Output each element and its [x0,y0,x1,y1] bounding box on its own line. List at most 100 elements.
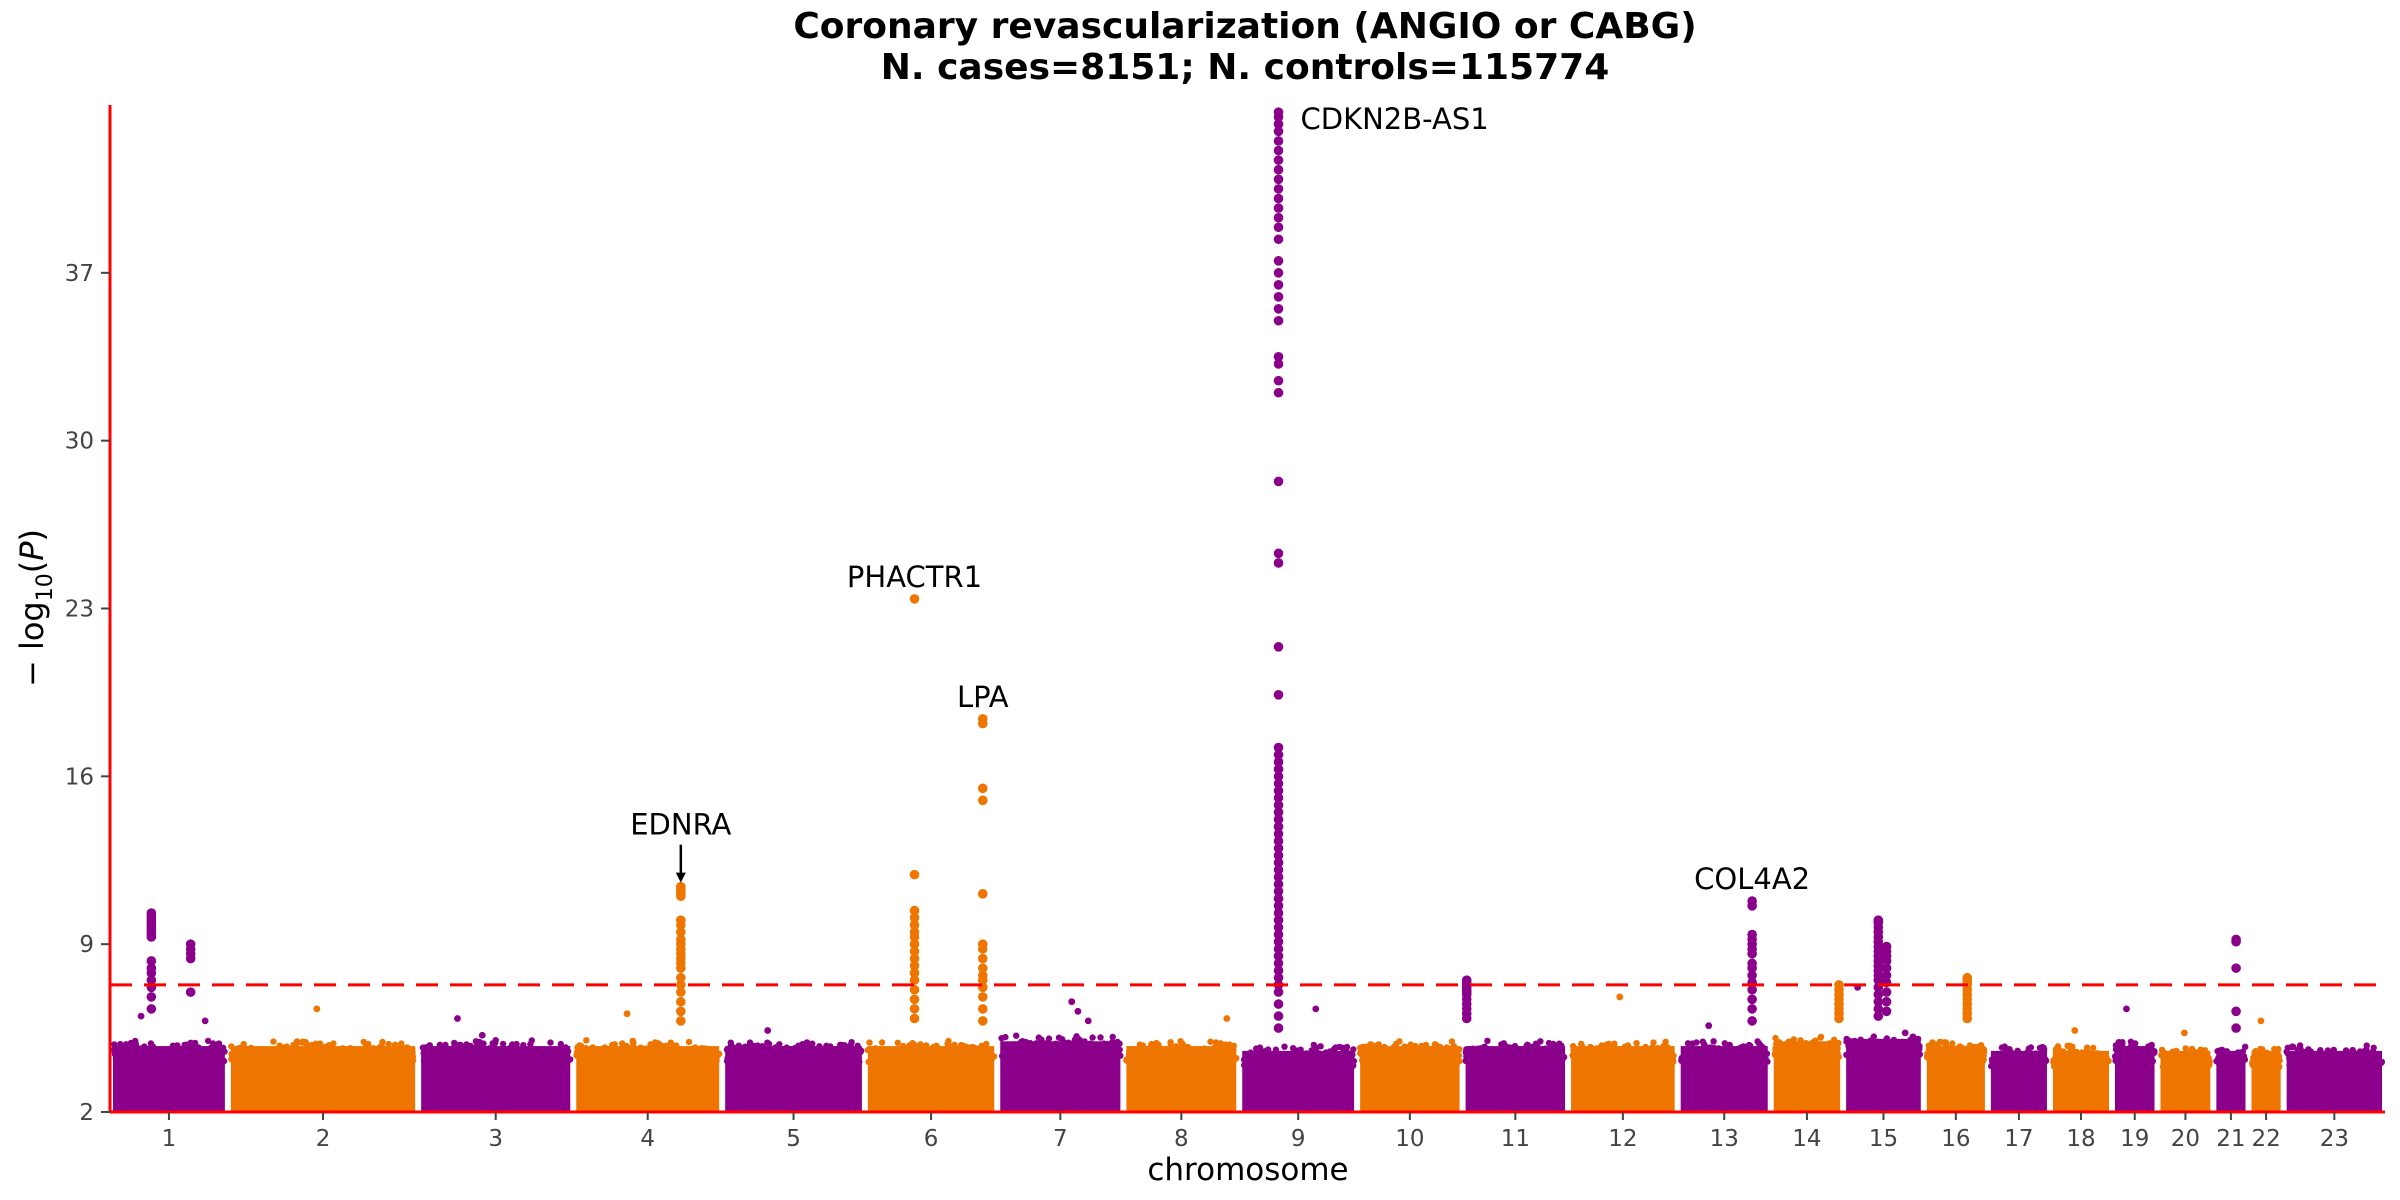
snp-point [1684,1040,1692,1047]
snp-point [1616,993,1624,1001]
snp-point [1273,999,1284,1009]
x-tick-label: 6 [924,1126,939,1152]
chromosome-band-18 [2050,1042,2112,1112]
snp-point [399,1044,406,1052]
snp-point [1812,1047,1819,1055]
snp-point [1109,1033,1116,1041]
snp-point [1934,1047,1941,1054]
snp-point [606,1055,613,1063]
snp-point [1343,1048,1350,1055]
snp-point [1974,1043,1981,1051]
snp-point [2145,1043,2152,1050]
gene-label: COL4A2 [1694,862,1810,896]
snp-point [1212,1043,1220,1051]
peak-chr9 [1273,107,1284,1033]
snp-point [2078,1059,2086,1067]
snp-point [1273,136,1284,146]
snp-point [1273,145,1284,156]
snp-point [1956,1043,1964,1050]
snp-point [1829,1039,1837,1046]
snp-point [560,1056,568,1064]
snp-point [1596,1044,1604,1052]
snp-point [2077,1050,2084,1057]
snp-point [1737,1044,1744,1051]
snp-point [330,1040,337,1047]
snp-point [2265,1060,2272,1068]
snp-point [986,1046,993,1054]
snp-point [424,1043,431,1051]
snp-point [1273,303,1284,314]
snp-point [2226,1060,2234,1068]
snp-point [1873,1004,1884,1014]
snp-point [341,1058,348,1065]
snp-point [1820,1052,1827,1060]
snp-point [2008,1060,2015,1067]
snp-point [478,1031,486,1039]
snp-point [2172,1052,2180,1059]
snp-point [1097,1053,1105,1060]
snp-point [1256,1059,1263,1066]
snp-point [119,1055,126,1063]
snp-point [461,1057,468,1064]
snp-point [380,1050,387,1057]
snp-point [1273,893,1284,904]
snp-point [616,1054,623,1062]
snp-point [2288,1043,2295,1051]
snp-point [1916,1051,1924,1058]
snp-point [1949,1040,1956,1047]
snp-point [1980,1046,1988,1053]
snp-point [228,1043,235,1050]
snp-point [1074,1007,1082,1015]
snp-point [1343,1043,1351,1051]
snp-point [1381,1043,1388,1051]
snp-point [830,1052,838,1060]
snp-point [1273,872,1284,882]
snp-point [1713,1055,1720,1062]
snp-point [1273,901,1284,911]
chromosome-band-17 [1988,1043,2050,1112]
snp-point [1916,1046,1923,1053]
snp-point [2185,1057,2192,1065]
snp-point [977,889,988,899]
snp-point [2296,1045,2303,1052]
snp-point [2140,1049,2147,1056]
snp-point [2217,1047,2224,1054]
snp-point [562,1044,569,1051]
snp-point [1499,1053,1506,1061]
snp-point [805,1051,812,1058]
snp-point [434,1048,442,1056]
snp-point [634,1053,641,1060]
snp-point [736,1057,744,1064]
snp-point [253,1058,260,1065]
snp-point [1022,1038,1030,1046]
snp-point [1232,1055,1239,1063]
snp-point [1747,984,1757,995]
snp-point [1179,1046,1186,1054]
snp-point [676,927,686,937]
snp-point [1087,1044,1095,1051]
snp-point [1224,1052,1231,1059]
snp-point [492,1047,499,1055]
snp-point [1881,970,1892,981]
snp-point [1273,778,1284,789]
snp-point [1249,1055,1256,1062]
snp-point [1447,1046,1455,1054]
snp-point [468,1057,475,1064]
snp-point [375,1047,382,1054]
snp-point [1698,1047,1706,1055]
snp-point [1854,1051,1861,1059]
snp-point [823,1042,830,1050]
snp-point [947,1054,955,1062]
snp-point [350,1058,357,1065]
snp-point [1273,375,1284,386]
snp-point [791,1056,798,1063]
snp-point [1273,387,1284,398]
snp-point [1017,1038,1025,1046]
snp-point [2231,963,2241,973]
snp-point [298,1039,305,1046]
snp-point [1350,1046,1357,1053]
snp-point [1464,1050,1471,1057]
snp-point [2257,1045,2264,1053]
snp-point [2361,1059,2368,1066]
snp-point [2363,1046,2370,1053]
